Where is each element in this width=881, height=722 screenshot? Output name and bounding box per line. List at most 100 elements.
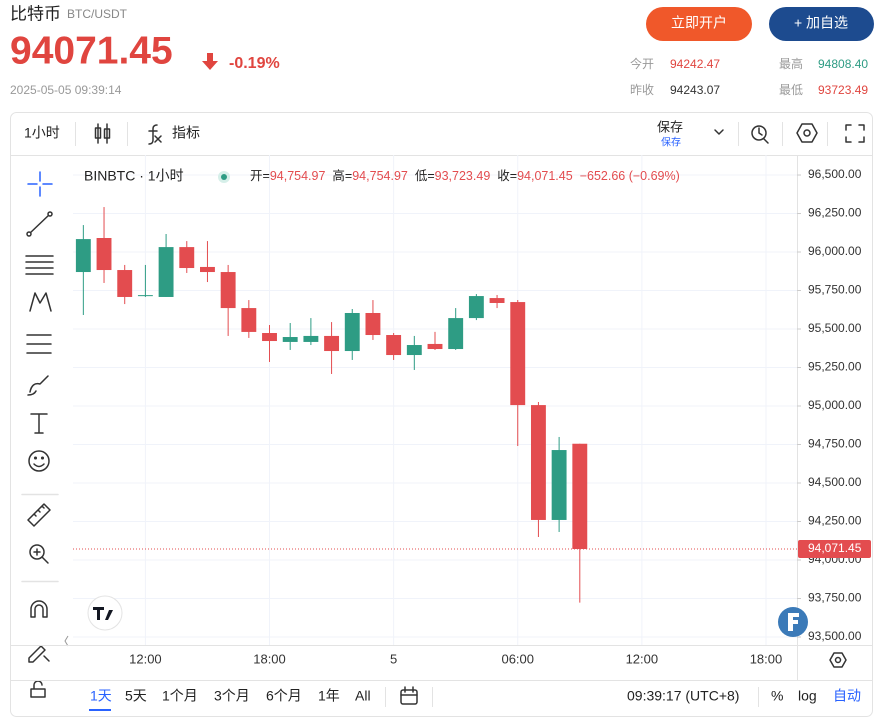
candle-body: [530, 405, 546, 520]
x-tick-label: 18:00: [750, 651, 783, 666]
symbol-label: BINBTC · 1小时: [84, 168, 184, 184]
x-tick-label: 06:00: [501, 651, 534, 666]
indicator-icon[interactable]: [148, 124, 162, 145]
chart-panel: [10, 112, 873, 717]
candle-body: [75, 239, 91, 273]
lock-tool[interactable]: [30, 680, 46, 698]
candle-body: [282, 337, 298, 342]
settings-icon[interactable]: [796, 123, 818, 143]
alert-icon[interactable]: [751, 125, 769, 144]
price: 94071.45: [10, 29, 173, 72]
y-tick-label: 95,250.00: [808, 360, 862, 374]
button-bg: [769, 7, 874, 41]
price-change: -0.19%: [229, 55, 280, 72]
date-range-icon[interactable]: [400, 686, 418, 705]
ohlc-value: 94,754.97: [352, 169, 408, 183]
stat-label: 今开: [630, 56, 654, 71]
y-tick-label: 95,750.00: [808, 283, 862, 297]
candle-body: [303, 335, 319, 342]
y-tick-label: 93,500.00: [808, 629, 862, 643]
ohlc-value: 94,754.97: [270, 169, 326, 183]
range-option[interactable]: 1天: [90, 688, 112, 704]
pattern-tool[interactable]: [29, 292, 52, 312]
collapse-tools[interactable]: [64, 635, 69, 647]
y-tick-label: 94,750.00: [808, 437, 862, 451]
stat-value: 94243.07: [670, 83, 720, 97]
ohlc-value: 93,723.49: [435, 169, 491, 183]
asset-name: 比特币: [10, 4, 61, 23]
last-price-box: [798, 539, 871, 558]
asset-symbol: BTC/USDT: [67, 7, 128, 21]
candle-body: [448, 318, 464, 350]
drawing-tools: [21, 171, 59, 698]
lock-draw-tool[interactable]: [28, 645, 50, 663]
candle-body: [551, 450, 567, 520]
candle-body: [96, 238, 112, 271]
range-selector: 1天 5天 1个月 3个月 6个月 1年 All: [89, 688, 371, 711]
trend-line-tool[interactable]: [28, 213, 51, 235]
y-tick-label: 93,750.00: [808, 591, 862, 605]
candle-body: [344, 312, 360, 352]
text-tool[interactable]: [30, 413, 48, 434]
candle-type-icon[interactable]: [94, 123, 111, 144]
prediction-tool[interactable]: [26, 334, 52, 354]
fullscreen-icon[interactable]: [845, 124, 865, 143]
interval[interactable]: 1小时: [24, 125, 60, 141]
clock: 09:39:17 (UTC+8): [627, 688, 739, 704]
ohlc-value: 94,071.45: [517, 169, 573, 183]
stat-value: 93723.49: [818, 83, 868, 97]
percent-toggle[interactable]: %: [771, 688, 783, 704]
ohlc-legend: 开=94,754.97 高=94,754.97 低=93,723.49 收=94,07…: [250, 168, 680, 183]
emoji-tool[interactable]: [28, 450, 50, 472]
fib-tool[interactable]: [25, 255, 54, 275]
ruler-tool[interactable]: [27, 503, 51, 527]
indicators[interactable]: 指标: [172, 125, 200, 141]
axis-settings-icon[interactable]: [829, 652, 847, 668]
candle-body: [489, 298, 505, 303]
save-sub: 保存: [661, 136, 681, 149]
stat-label: 昨收: [630, 83, 654, 97]
stat-value: 94242.47: [670, 57, 720, 71]
candle-body: [386, 335, 402, 356]
button-bg: [646, 7, 752, 41]
range-option[interactable]: 5天: [125, 688, 147, 704]
crosshair-tool[interactable]: [27, 171, 53, 197]
stat-label: 最低: [779, 83, 803, 97]
candle-body: [241, 308, 257, 332]
watchlist-button[interactable]: + 加自选: [769, 7, 874, 41]
range-option[interactable]: 1年: [318, 688, 340, 704]
datetime: 2025-05-05 09:39:14: [10, 83, 122, 97]
candle-body: [262, 333, 277, 342]
handle: [47, 211, 53, 217]
auto-toggle[interactable]: 自动: [833, 688, 861, 704]
candle-body: [406, 345, 422, 356]
candle-body: [365, 312, 381, 336]
y-tick-label: 95,500.00: [808, 321, 862, 335]
y-tick-label: 94,250.00: [808, 514, 862, 528]
candle-body: [158, 247, 174, 297]
magnet-tool[interactable]: [30, 600, 48, 618]
zoom-tool[interactable]: [29, 544, 49, 564]
candle-body: [510, 302, 526, 406]
open-account-button[interactable]: 立即开户: [646, 7, 752, 41]
down-arrow: [202, 53, 218, 70]
candle-body: [324, 335, 340, 352]
f-logo: [778, 607, 808, 637]
range-option[interactable]: 1个月: [162, 688, 198, 704]
range-option[interactable]: All: [355, 688, 371, 704]
y-tick-label: 96,000.00: [808, 244, 862, 258]
save-menu-icon[interactable]: [714, 129, 724, 135]
log-toggle[interactable]: log: [798, 688, 817, 704]
ohlc-change: −652.66 (−0.69%): [580, 169, 680, 183]
grid: [73, 155, 801, 645]
x-tick-label: 5: [390, 651, 397, 666]
candle-body: [200, 266, 215, 273]
candle-body: [220, 272, 236, 309]
save[interactable]: 保存: [657, 119, 683, 134]
x-tick-label: 12:00: [626, 651, 659, 666]
range-option[interactable]: 3个月: [214, 688, 250, 704]
range-option[interactable]: 6个月: [266, 688, 302, 704]
brush-tool[interactable]: [27, 375, 49, 396]
x-tick-label: 18:00: [253, 651, 286, 666]
